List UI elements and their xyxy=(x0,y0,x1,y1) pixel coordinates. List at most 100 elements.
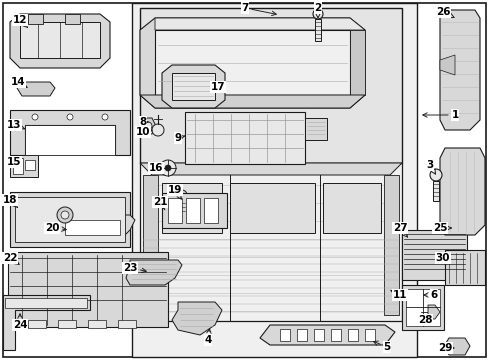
Circle shape xyxy=(177,190,186,200)
Text: 9: 9 xyxy=(174,133,184,143)
Bar xyxy=(313,329,324,341)
Text: 11: 11 xyxy=(390,290,407,300)
Bar xyxy=(58,320,76,328)
Bar xyxy=(347,329,357,341)
Polygon shape xyxy=(140,18,364,108)
Bar xyxy=(432,181,438,201)
Bar xyxy=(65,220,120,235)
Bar xyxy=(142,175,158,315)
Bar xyxy=(10,192,130,247)
Text: 21: 21 xyxy=(152,197,167,210)
Text: 7: 7 xyxy=(241,3,276,15)
Bar xyxy=(401,230,466,280)
Bar xyxy=(185,198,200,223)
Bar xyxy=(401,285,443,330)
Polygon shape xyxy=(3,295,90,350)
Polygon shape xyxy=(140,95,364,108)
Bar xyxy=(118,320,136,328)
Text: 28: 28 xyxy=(417,315,431,325)
Bar xyxy=(229,183,314,233)
Circle shape xyxy=(152,124,163,136)
Bar xyxy=(314,19,320,41)
Bar xyxy=(364,329,374,341)
Bar xyxy=(305,118,326,140)
Text: 30: 30 xyxy=(435,253,449,263)
Circle shape xyxy=(102,114,108,120)
Bar xyxy=(184,112,305,164)
Bar xyxy=(28,320,46,328)
Bar xyxy=(444,250,484,285)
Bar xyxy=(8,252,168,327)
Text: 14: 14 xyxy=(11,77,27,87)
Text: 26: 26 xyxy=(435,7,453,18)
Text: 27: 27 xyxy=(392,223,407,237)
Text: 19: 19 xyxy=(167,185,182,199)
Polygon shape xyxy=(439,55,454,75)
Text: 29: 29 xyxy=(437,343,453,353)
Circle shape xyxy=(160,160,176,176)
Circle shape xyxy=(32,114,38,120)
Text: 1: 1 xyxy=(422,110,458,120)
Circle shape xyxy=(61,211,69,219)
Text: 13: 13 xyxy=(7,120,24,130)
Polygon shape xyxy=(162,65,224,108)
Polygon shape xyxy=(141,118,156,134)
Text: 4: 4 xyxy=(204,329,211,345)
Bar xyxy=(179,200,184,214)
Bar xyxy=(10,155,38,177)
Text: 18: 18 xyxy=(3,195,18,208)
Bar xyxy=(383,175,398,315)
Circle shape xyxy=(429,169,441,181)
Polygon shape xyxy=(172,302,222,335)
Circle shape xyxy=(164,165,171,171)
Bar xyxy=(203,198,218,223)
Bar xyxy=(140,163,401,321)
Bar xyxy=(140,8,401,163)
Polygon shape xyxy=(10,110,130,155)
Text: 2: 2 xyxy=(314,3,321,18)
Polygon shape xyxy=(140,163,401,175)
Polygon shape xyxy=(126,260,182,285)
Bar xyxy=(5,298,87,308)
Polygon shape xyxy=(10,14,110,68)
Bar xyxy=(162,183,222,233)
Bar xyxy=(172,73,215,100)
Bar xyxy=(28,14,43,24)
Polygon shape xyxy=(50,215,135,240)
Text: 10: 10 xyxy=(136,127,152,137)
Text: 20: 20 xyxy=(45,223,66,233)
Bar xyxy=(155,30,349,95)
Text: 24: 24 xyxy=(13,314,27,330)
Text: 15: 15 xyxy=(7,157,21,167)
Circle shape xyxy=(57,207,73,223)
Bar xyxy=(162,193,226,228)
Polygon shape xyxy=(427,305,439,319)
Bar xyxy=(20,22,100,58)
Polygon shape xyxy=(349,30,364,95)
Bar xyxy=(405,289,439,326)
Bar xyxy=(25,125,115,155)
Bar xyxy=(323,183,380,233)
Polygon shape xyxy=(17,82,55,96)
Bar xyxy=(88,320,106,328)
Bar xyxy=(132,3,416,357)
Bar xyxy=(330,329,340,341)
Bar xyxy=(65,14,80,24)
Polygon shape xyxy=(155,18,364,30)
Bar xyxy=(13,158,23,174)
Circle shape xyxy=(420,305,434,319)
Polygon shape xyxy=(260,325,394,345)
Bar xyxy=(25,160,35,170)
Text: 8: 8 xyxy=(139,117,148,127)
Polygon shape xyxy=(443,338,469,355)
Text: 22: 22 xyxy=(3,253,19,265)
Text: 16: 16 xyxy=(148,163,163,173)
Text: 23: 23 xyxy=(122,263,146,273)
Bar xyxy=(168,198,182,223)
Text: 17: 17 xyxy=(210,82,225,92)
Text: 3: 3 xyxy=(426,160,435,174)
Text: 12: 12 xyxy=(13,15,27,28)
Bar xyxy=(296,329,306,341)
Bar xyxy=(15,197,125,242)
Circle shape xyxy=(67,114,73,120)
